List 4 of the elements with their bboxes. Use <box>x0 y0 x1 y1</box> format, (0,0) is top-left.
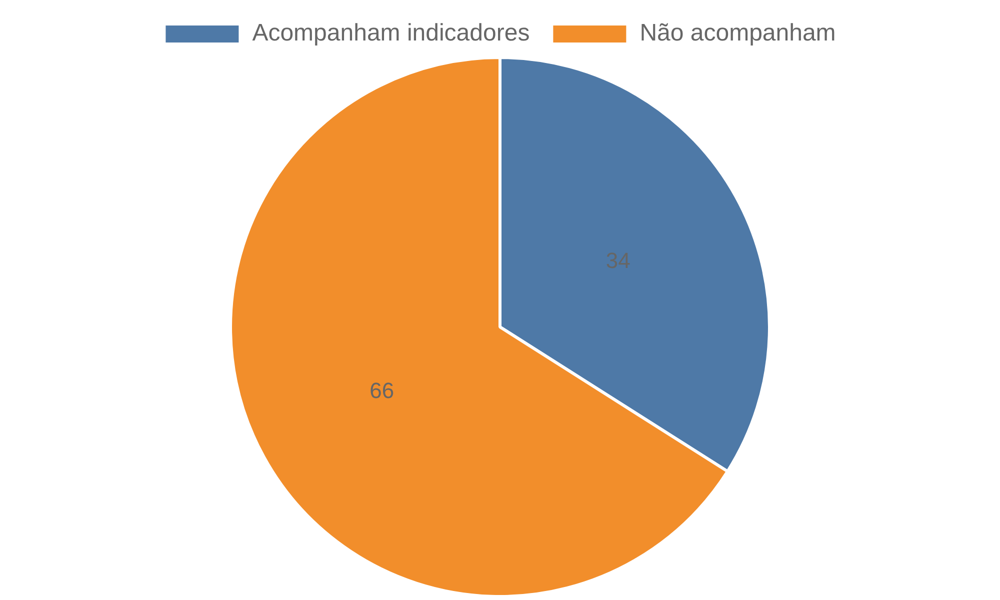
legend-label: Não acompanham <box>640 20 836 47</box>
data-label: 66 <box>370 378 394 403</box>
legend-label: Acompanham indicadores <box>252 20 530 47</box>
data-label: 34 <box>606 248 630 274</box>
